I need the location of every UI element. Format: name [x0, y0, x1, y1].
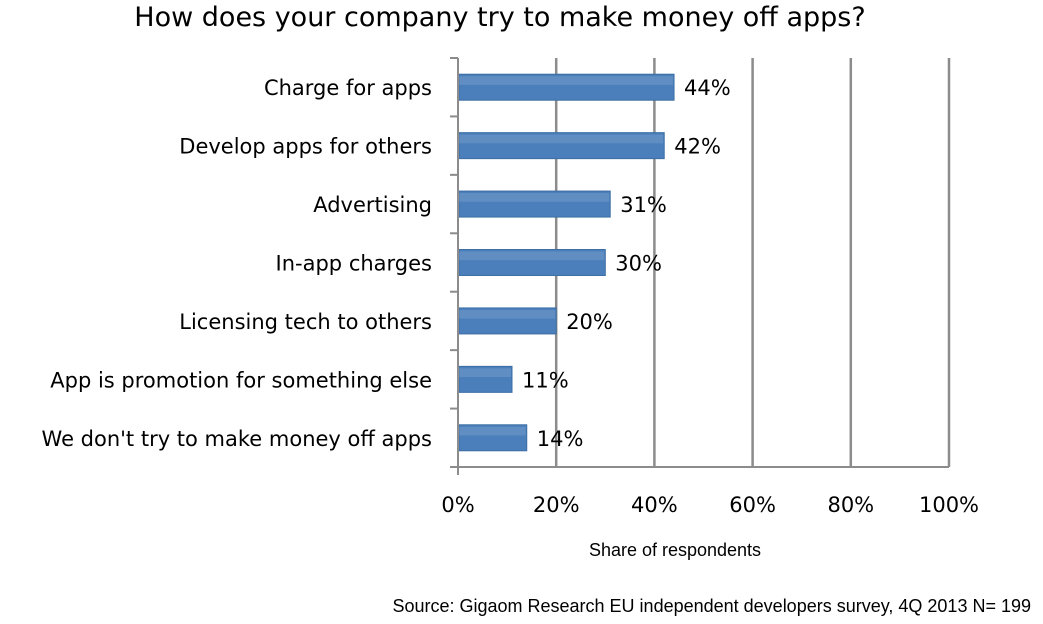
bar-3	[458, 249, 606, 276]
bar-4	[458, 307, 557, 335]
bar-5	[458, 365, 513, 393]
bar-highlight-2	[459, 193, 610, 202]
gridlines	[554, 58, 951, 467]
bar-highlight-3	[459, 251, 605, 261]
labels: 0% 20% 40% 60% 80% 100% Charge for apps 44% Deve…	[42, 76, 979, 517]
bar-2	[458, 190, 611, 218]
chart-title: How does your company try to make money …	[134, 2, 866, 33]
bar-highlight-0	[459, 76, 674, 85]
value-label-5: 11%	[522, 368, 569, 392]
bar-highlight-1	[459, 134, 664, 144]
value-label-6: 14%	[537, 427, 584, 451]
x-tick-label-100: 100%	[919, 493, 979, 517]
value-label-0: 44%	[684, 76, 731, 100]
category-label-4: Licensing tech to others	[179, 310, 432, 334]
x-tick-label-80: 80%	[827, 493, 874, 517]
category-label-0: Charge for apps	[264, 76, 432, 100]
source-note: Source: Gigaom Research EU independent d…	[392, 596, 1031, 616]
value-label-3: 30%	[615, 252, 662, 276]
bar-highlight-5	[459, 368, 512, 378]
category-label-5: App is promotion for something else	[50, 368, 432, 392]
axes	[450, 57, 949, 475]
bar-1	[458, 132, 665, 160]
x-tick-label-0: 0%	[441, 493, 474, 517]
category-label-2: Advertising	[313, 193, 432, 217]
x-tick-label-60: 60%	[729, 493, 776, 517]
bars	[458, 73, 675, 452]
value-label-2: 31%	[620, 193, 667, 217]
x-tick-label-20: 20%	[533, 493, 580, 517]
category-label-6: We don't try to make money off apps	[42, 427, 432, 451]
bar-highlight-4	[459, 309, 556, 319]
value-label-4: 20%	[566, 310, 613, 334]
bar-highlight-6	[459, 426, 526, 436]
category-label-1: Develop apps for others	[179, 135, 432, 159]
x-tick-label-40: 40%	[631, 493, 678, 517]
value-label-1: 42%	[674, 135, 721, 159]
x-axis-title: Share of respondents	[588, 540, 762, 560]
bar-6	[458, 424, 528, 452]
category-label-3: In-app charges	[276, 252, 432, 276]
